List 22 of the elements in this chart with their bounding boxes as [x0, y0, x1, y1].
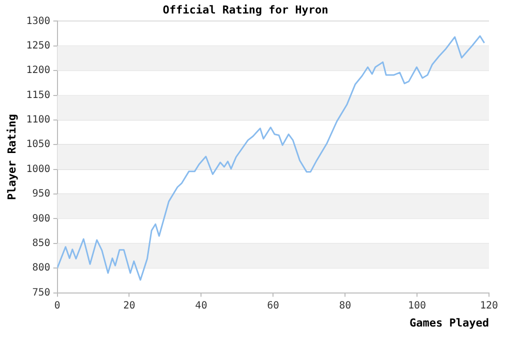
x-tick-label: 0 [54, 300, 60, 312]
y-tick-label: 1050 [26, 139, 50, 150]
chart-title: Official Rating for Hyron [162, 3, 328, 16]
y-tick-label: 950 [32, 188, 50, 200]
y-tick-label: 1200 [26, 65, 50, 76]
y-tick-label: 1300 [26, 16, 50, 27]
x-tick-label: 60 [267, 300, 280, 312]
x-tick-label: 120 [480, 300, 498, 312]
y-axis-title: Player Rating [5, 114, 18, 200]
y-tick-label: 750 [32, 287, 50, 298]
y-tick-label: 850 [32, 238, 50, 250]
x-axis-title: Games Played [410, 316, 489, 330]
y-tick-label: 1100 [26, 114, 50, 126]
y-tick-label: 1000 [26, 164, 50, 175]
y-tick-label: 900 [32, 213, 50, 224]
x-tick-label: 100 [408, 300, 426, 312]
x-tick-label: 40 [195, 300, 208, 312]
x-tick-label: 80 [339, 300, 352, 312]
y-tick-label: 1150 [26, 90, 50, 101]
x-tick-label: 20 [123, 300, 136, 312]
y-tick-label: 800 [32, 262, 50, 274]
y-tick-label: 1250 [26, 40, 50, 52]
